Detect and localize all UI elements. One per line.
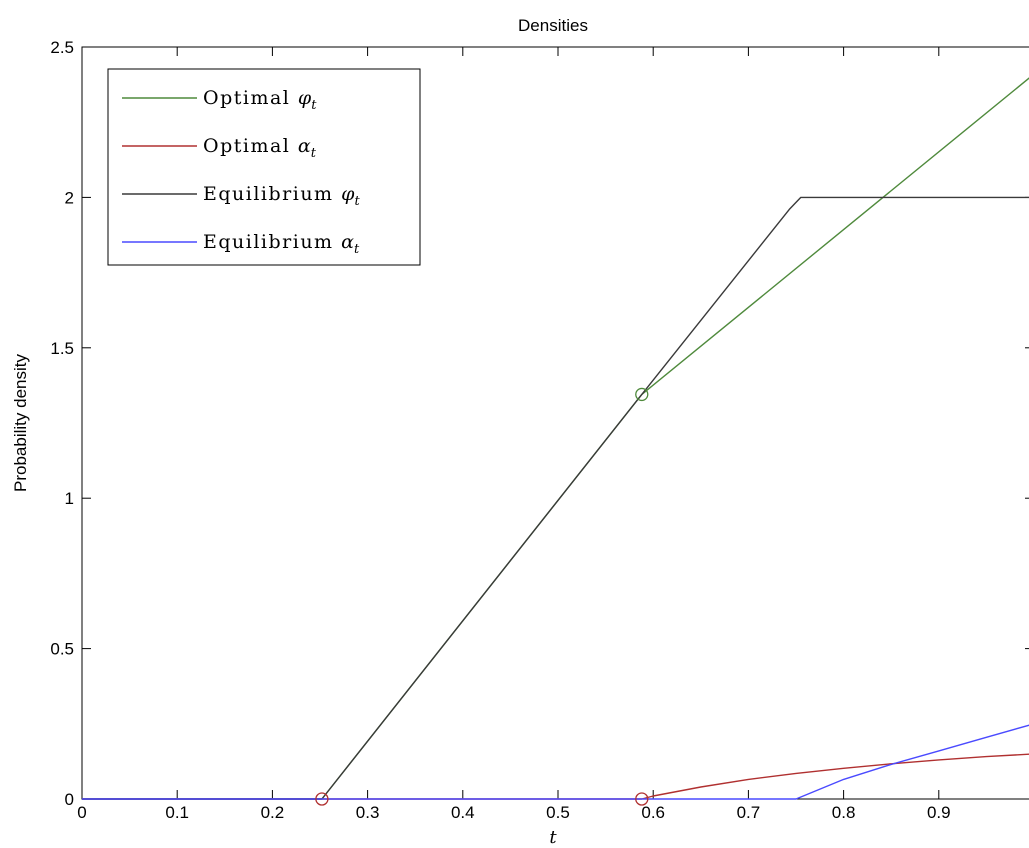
circle-markers <box>315 387 649 806</box>
series-line-4 <box>82 724 1029 800</box>
legend-entry: Equilibrium αt <box>203 231 360 257</box>
x-tick-label: 0.2 <box>261 803 285 822</box>
legend-subscript: t <box>354 194 360 209</box>
x-tick-label: 0.4 <box>451 803 475 822</box>
x-tick-label: 0.6 <box>641 803 665 822</box>
legend-subscript: t <box>311 146 317 161</box>
x-tick-label: 0.3 <box>356 803 380 822</box>
x-tick-label: 0.9 <box>927 803 951 822</box>
chart-title: Densities <box>518 16 588 35</box>
y-tick-label: 2.5 <box>50 38 74 57</box>
x-axis-label: t <box>549 827 557 848</box>
x-tick-label: 0.5 <box>546 803 570 822</box>
legend-entry: Equilibrium φt <box>203 183 360 209</box>
x-tick-label: 0.7 <box>737 803 761 822</box>
y-tick-label: 1.5 <box>50 339 74 358</box>
legend-label: Equilibrium <box>203 231 341 253</box>
legend-symbol: α <box>341 231 354 253</box>
axis-ticks: 00.10.20.30.40.50.60.70.80.9100.511.522.… <box>50 38 1029 822</box>
x-tick-label: 0 <box>77 803 86 822</box>
x-tick-label: 0.1 <box>165 803 189 822</box>
legend-label: Optimal <box>203 87 298 109</box>
legend-label: Optimal <box>203 135 298 157</box>
legend-box <box>107 68 421 266</box>
x-tick-label: 0.8 <box>832 803 856 822</box>
y-tick-label: 1 <box>65 489 74 508</box>
legend-symbol: φ <box>341 183 355 205</box>
legend-subscript: t <box>354 242 360 257</box>
series-lines <box>82 77 1029 800</box>
circle-marker <box>315 792 329 806</box>
legend-symbol: α <box>298 135 311 157</box>
circle-marker <box>635 792 649 806</box>
legend-subscript: t <box>311 98 317 113</box>
legend-entry: Optimal αt <box>203 135 317 161</box>
legend-label: Equilibrium <box>203 183 341 205</box>
y-tick-label: 0.5 <box>50 640 74 659</box>
y-tick-label: 2 <box>65 188 74 207</box>
circle-marker <box>635 387 649 402</box>
legend-entry: Optimal φt <box>203 87 317 113</box>
y-axis-label: Probability density <box>11 354 30 492</box>
legend-symbol: φ <box>298 87 312 109</box>
y-tick-label: 0 <box>65 790 74 809</box>
